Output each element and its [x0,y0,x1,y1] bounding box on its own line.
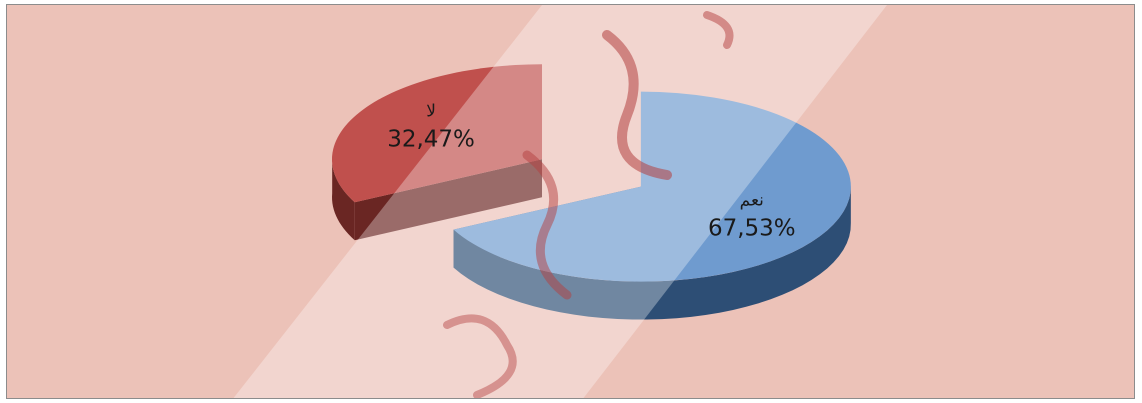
slice-value-label: 32,47% [387,126,475,152]
slice-category-label: لا [426,101,436,121]
slice-category-label: نعم [740,190,764,210]
pie-slice-2 [332,64,543,241]
labels-layer: نعم 67,53% لا 32,47% [387,101,795,241]
slice-top-face [332,64,543,203]
slice-rim [332,155,355,241]
chart-area: نعم 67,53% لا 32,47% [6,4,1135,399]
watermark [233,5,887,398]
slice-value-label: 67,53% [708,215,796,241]
slice-top-face [453,91,851,282]
slice-side-face [354,159,543,241]
pie-chart: نعم 67,53% لا 32,47% [233,5,887,398]
